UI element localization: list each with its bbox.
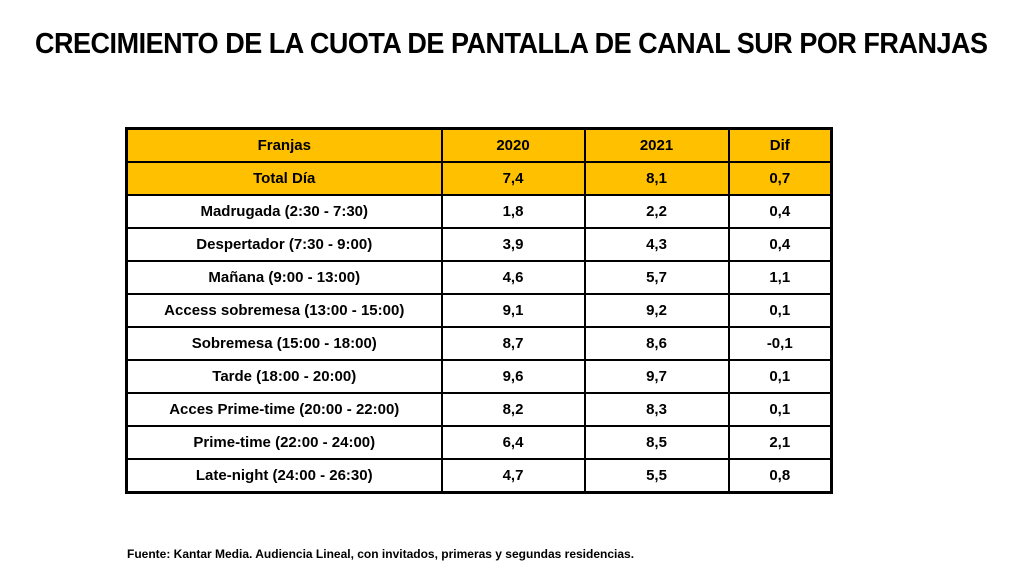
value-cell-2021: 8,6	[583, 326, 730, 361]
table-header: Franjas 2020 2021 Dif	[125, 127, 833, 163]
value-cell-2020: 3,9	[440, 227, 586, 262]
column-header-2020: 2020	[440, 127, 586, 163]
franja-cell: Despertador (7:30 - 9:00)	[125, 227, 443, 262]
franja-cell: Madrugada (2:30 - 7:30)	[125, 194, 443, 229]
franja-cell: Prime-time (22:00 - 24:00)	[125, 425, 443, 460]
value-cell-2021: 5,7	[583, 260, 730, 295]
franja-cell: Access sobremesa (13:00 - 15:00)	[125, 293, 443, 328]
header-row: Franjas 2020 2021 Dif	[125, 127, 833, 163]
page-title: CRECIMIENTO DE LA CUOTA DE PANTALLA DE C…	[35, 28, 988, 60]
table-row: Tarde (18:00 - 20:00) 9,6 9,7 0,1	[125, 359, 833, 394]
value-cell-2021: 9,7	[583, 359, 730, 394]
value-cell-2020: 8,7	[440, 326, 586, 361]
franja-cell: Late-night (24:00 - 26:30)	[125, 458, 443, 494]
value-cell-dif: -0,1	[727, 326, 833, 361]
table-body: Total Día 7,4 8,1 0,7 Madrugada (2:30 - 7:30…	[125, 161, 833, 494]
table-row: Sobremesa (15:00 - 18:00) 8,7 8,6 -0,1	[125, 326, 833, 361]
column-header-2021: 2021	[583, 127, 730, 163]
value-cell-2020: 8,2	[440, 392, 586, 427]
source-footnote: Fuente: Kantar Media. Audiencia Lineal, …	[127, 547, 635, 561]
table-row: Madrugada (2:30 - 7:30) 1,8 2,2 0,4	[125, 194, 833, 229]
value-cell-dif: 0,8	[727, 458, 833, 494]
column-header-franjas: Franjas	[125, 127, 443, 163]
value-cell-dif: 0,4	[727, 227, 833, 262]
table-row: Prime-time (22:00 - 24:00) 6,4 8,5 2,1	[125, 425, 833, 460]
value-cell-2020: 6,4	[440, 425, 586, 460]
franja-cell: Total Día	[125, 161, 443, 196]
table-row: Total Día 7,4 8,1 0,7	[125, 161, 833, 196]
franja-cell: Acces Prime-time (20:00 - 22:00)	[125, 392, 443, 427]
value-cell-dif: 1,1	[727, 260, 833, 295]
table-row: Despertador (7:30 - 9:00) 3,9 4,3 0,4	[125, 227, 833, 262]
value-cell-2020: 9,6	[440, 359, 586, 394]
value-cell-2021: 8,3	[583, 392, 730, 427]
franjas-table: Franjas 2020 2021 Dif Total Día 7,4 8,1 0,7…	[125, 127, 833, 494]
value-cell-2020: 7,4	[440, 161, 586, 196]
table-row: Access sobremesa (13:00 - 15:00) 9,1 9,2 0,…	[125, 293, 833, 328]
value-cell-2020: 1,8	[440, 194, 586, 229]
value-cell-2020: 9,1	[440, 293, 586, 328]
value-cell-dif: 0,1	[727, 359, 833, 394]
value-cell-2021: 4,3	[583, 227, 730, 262]
table-row: Mañana (9:00 - 13:00) 4,6 5,7 1,1	[125, 260, 833, 295]
value-cell-2020: 4,6	[440, 260, 586, 295]
value-cell-2021: 5,5	[583, 458, 730, 494]
column-header-dif: Dif	[727, 127, 833, 163]
franja-cell: Tarde (18:00 - 20:00)	[125, 359, 443, 394]
value-cell-2021: 8,5	[583, 425, 730, 460]
franja-cell: Mañana (9:00 - 13:00)	[125, 260, 443, 295]
value-cell-dif: 0,1	[727, 392, 833, 427]
franja-cell: Sobremesa (15:00 - 18:00)	[125, 326, 443, 361]
value-cell-dif: 0,7	[727, 161, 833, 196]
value-cell-2021: 8,1	[583, 161, 730, 196]
value-cell-dif: 2,1	[727, 425, 833, 460]
value-cell-dif: 0,1	[727, 293, 833, 328]
table-row: Late-night (24:00 - 26:30) 4,7 5,5 0,8	[125, 458, 833, 494]
value-cell-2020: 4,7	[440, 458, 586, 494]
table-row: Acces Prime-time (20:00 - 22:00) 8,2 8,3 0,…	[125, 392, 833, 427]
value-cell-dif: 0,4	[727, 194, 833, 229]
value-cell-2021: 2,2	[583, 194, 730, 229]
value-cell-2021: 9,2	[583, 293, 730, 328]
